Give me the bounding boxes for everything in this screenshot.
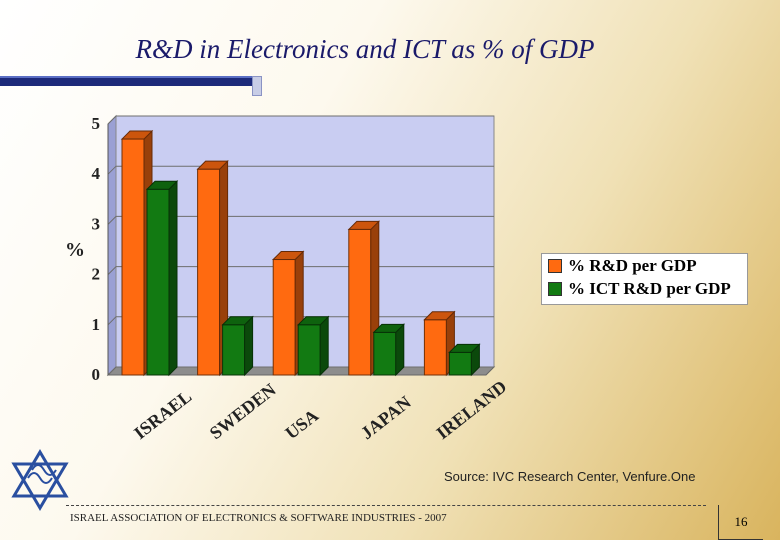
y-axis-label: %	[65, 239, 85, 261]
legend-item-rd: % R&D per GDP	[542, 254, 747, 277]
legend-item-ict: % ICT R&D per GDP	[542, 277, 747, 300]
bar-front	[297, 324, 321, 376]
x-category-label: IRELAND	[433, 376, 511, 443]
bar-top	[423, 311, 456, 321]
legend-swatch-rd	[548, 258, 562, 273]
y-gridline	[107, 215, 494, 225]
x-category-label: ISRAEL	[130, 386, 195, 443]
title-underline-accent	[252, 76, 262, 96]
y-tick-label: 5	[92, 114, 101, 133]
y-tick-label: 1	[92, 315, 101, 334]
bar-front	[121, 138, 145, 376]
bar-front	[146, 188, 170, 376]
page-number: 16	[718, 505, 763, 540]
footer-divider	[66, 505, 706, 506]
bar-top	[221, 316, 254, 326]
legend-label-rd: % R&D per GDP	[568, 255, 697, 275]
bar-front	[373, 331, 397, 376]
legend-label-ict: % ICT R&D per GDP	[568, 278, 731, 298]
bar-front	[423, 319, 447, 376]
bar-front	[448, 351, 472, 376]
bar-top	[448, 343, 481, 353]
title-underline-bar	[0, 76, 252, 86]
bar-front	[348, 228, 372, 376]
bar-side	[168, 180, 178, 377]
y-tick-label: 3	[92, 214, 101, 233]
plot-side-wall	[107, 114, 117, 377]
bar-top	[196, 160, 229, 170]
bar-front	[222, 324, 246, 376]
bar-top	[120, 130, 154, 140]
bar-side	[395, 323, 405, 377]
y-tick-label: 0	[92, 365, 101, 384]
y-gridline	[107, 115, 494, 125]
legend-swatch-ict	[548, 281, 562, 296]
chart-legend: % R&D per GDP % ICT R&D per GDP	[541, 253, 748, 305]
footer-text: ISRAEL ASSOCIATION OF ELECTRONICS & SOFT…	[70, 512, 447, 524]
bar-side	[244, 315, 254, 377]
slide-title: R&D in Electronics and ICT as % of GDP	[135, 34, 595, 64]
y-gridline	[107, 165, 494, 175]
bar-top	[347, 220, 381, 230]
source-note: Source: IVC Research Center, Venfure.One	[444, 469, 696, 484]
x-category-label: SWEDEN	[206, 379, 280, 443]
x-category-label: JAPAN	[357, 392, 415, 443]
y-tick-label: 4	[92, 164, 101, 183]
x-category-label: USA	[281, 405, 322, 443]
bar-top	[145, 180, 179, 190]
bar-top	[372, 323, 406, 333]
bar-front	[272, 259, 296, 376]
y-tick-label: 2	[92, 265, 101, 284]
bar-top	[296, 316, 330, 326]
bar-side	[319, 315, 329, 377]
bar-top	[271, 251, 305, 261]
bar-front	[197, 168, 221, 376]
association-logo-icon	[11, 449, 69, 511]
